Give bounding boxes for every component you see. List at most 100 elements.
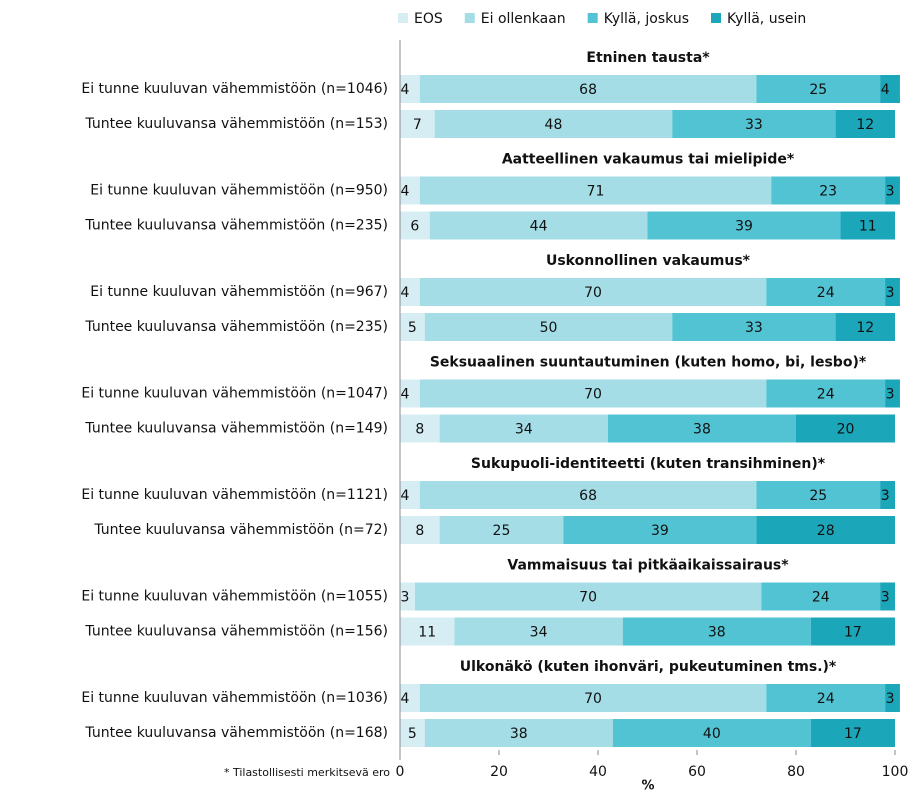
y-tick-label: Ei tunne kuuluvan vähemmistöön (n=1046)	[81, 81, 388, 97]
data-label: 25	[809, 82, 827, 98]
data-label: 38	[708, 625, 726, 641]
bar-segment	[885, 176, 900, 205]
legend-swatch	[464, 13, 475, 23]
data-label: 3	[881, 488, 890, 504]
data-label: 11	[418, 625, 436, 641]
data-label: 4	[401, 488, 410, 504]
bar-segment	[835, 313, 895, 341]
data-label: 70	[584, 285, 602, 301]
bar-segment	[756, 516, 895, 544]
bar-segment	[761, 582, 881, 611]
bar-segment	[439, 516, 564, 544]
data-label: 20	[837, 422, 855, 438]
data-label: 24	[817, 691, 835, 707]
data-label: 3	[401, 590, 410, 606]
data-label: 11	[859, 219, 877, 235]
bar-segment	[622, 617, 811, 646]
data-label: 8	[415, 523, 424, 539]
data-label: 3	[886, 387, 895, 403]
data-label: 17	[844, 726, 862, 742]
data-label: 7	[413, 117, 422, 133]
x-tick-label: 80	[787, 764, 805, 780]
bar-segment	[835, 110, 895, 138]
bar-segment	[612, 719, 811, 747]
legend-label: EOS	[414, 11, 443, 27]
data-label: 70	[584, 387, 602, 403]
bar-segment	[810, 719, 895, 747]
data-label: 68	[579, 82, 597, 98]
y-tick-label: Ei tunne kuuluvan vähemmistöön (n=1121)	[81, 487, 388, 503]
bar-segment	[429, 211, 648, 240]
x-tick-label: 40	[589, 764, 607, 780]
y-tick-label: Ei tunne kuuluvan vähemmistöön (n=1055)	[81, 589, 388, 605]
data-label: 6	[410, 219, 419, 235]
bar-segment	[880, 75, 900, 103]
bar-segment	[424, 313, 673, 341]
legend-swatch	[711, 13, 721, 23]
bar-segment	[400, 582, 415, 611]
bar-segment	[439, 414, 608, 443]
data-label: 4	[401, 184, 410, 200]
bar-segment	[563, 516, 757, 544]
bar-segment	[672, 110, 836, 138]
y-tick-label: Ei tunne kuuluvan vähemmistöön (n=967)	[90, 284, 388, 300]
legend-swatch	[398, 13, 408, 23]
bar-segment	[672, 313, 836, 341]
legend-label: Kyllä, joskus	[604, 11, 689, 27]
data-label: 38	[693, 422, 711, 438]
data-label: 71	[587, 184, 605, 200]
data-label: 23	[819, 184, 837, 200]
data-label: 4	[401, 285, 410, 301]
y-tick-label: Tuntee kuuluvansa vähemmistöön (n=72)	[93, 522, 388, 538]
data-label: 4	[401, 387, 410, 403]
y-tick-label: Tuntee kuuluvansa vähemmistöön (n=235)	[84, 218, 388, 234]
data-label: 34	[515, 422, 533, 438]
bar-segment	[414, 582, 762, 611]
data-label: 70	[584, 691, 602, 707]
group-title: Aatteellinen vakaumus tai mielipide*	[502, 152, 795, 168]
data-label: 3	[881, 590, 890, 606]
data-label: 12	[856, 320, 874, 336]
bar-segment	[419, 481, 757, 509]
data-label: 25	[493, 523, 511, 539]
legend-label: Kyllä, usein	[727, 11, 806, 27]
data-label: 39	[735, 219, 753, 235]
data-label: 8	[415, 422, 424, 438]
data-label: 4	[401, 82, 410, 98]
bar-segment	[400, 617, 455, 646]
legend-label: Ei ollenkaan	[481, 11, 566, 27]
y-tick-label: Tuntee kuuluvansa vähemmistöön (n=156)	[84, 624, 388, 640]
bar-segment	[766, 278, 886, 306]
data-label: 12	[856, 117, 874, 133]
data-label: 3	[886, 184, 895, 200]
bar-segment	[880, 481, 895, 509]
y-tick-label: Ei tunne kuuluvan vähemmistöön (n=1047)	[81, 386, 388, 402]
bar-segment	[647, 211, 841, 240]
bar-segment	[400, 278, 420, 306]
bar-segment	[419, 75, 757, 103]
bar-segment	[885, 379, 900, 408]
bar-segment	[756, 75, 881, 103]
data-label: 24	[812, 590, 830, 606]
data-label: 39	[651, 523, 669, 539]
data-label: 44	[530, 219, 548, 235]
bar-segment	[607, 414, 796, 443]
data-label: 33	[745, 320, 763, 336]
x-tick-label: 60	[688, 764, 706, 780]
group-title: Vammaisuus tai pitkäaikaissairaus*	[507, 558, 789, 574]
bar-segment	[454, 617, 623, 646]
data-label: 4	[881, 82, 890, 98]
data-label: 24	[817, 285, 835, 301]
data-label: 4	[401, 691, 410, 707]
data-label: 17	[844, 625, 862, 641]
bar-segment	[400, 684, 420, 712]
bar-segment	[400, 516, 440, 544]
bar-segment	[840, 211, 895, 240]
data-label: 3	[886, 691, 895, 707]
bar-segment	[766, 379, 886, 408]
bar-segment	[400, 414, 440, 443]
group-title: Uskonnollinen vakaumus*	[546, 253, 751, 269]
y-tick-label: Ei tunne kuuluvan vähemmistöön (n=1036)	[81, 690, 388, 706]
bar-segment	[880, 582, 895, 611]
